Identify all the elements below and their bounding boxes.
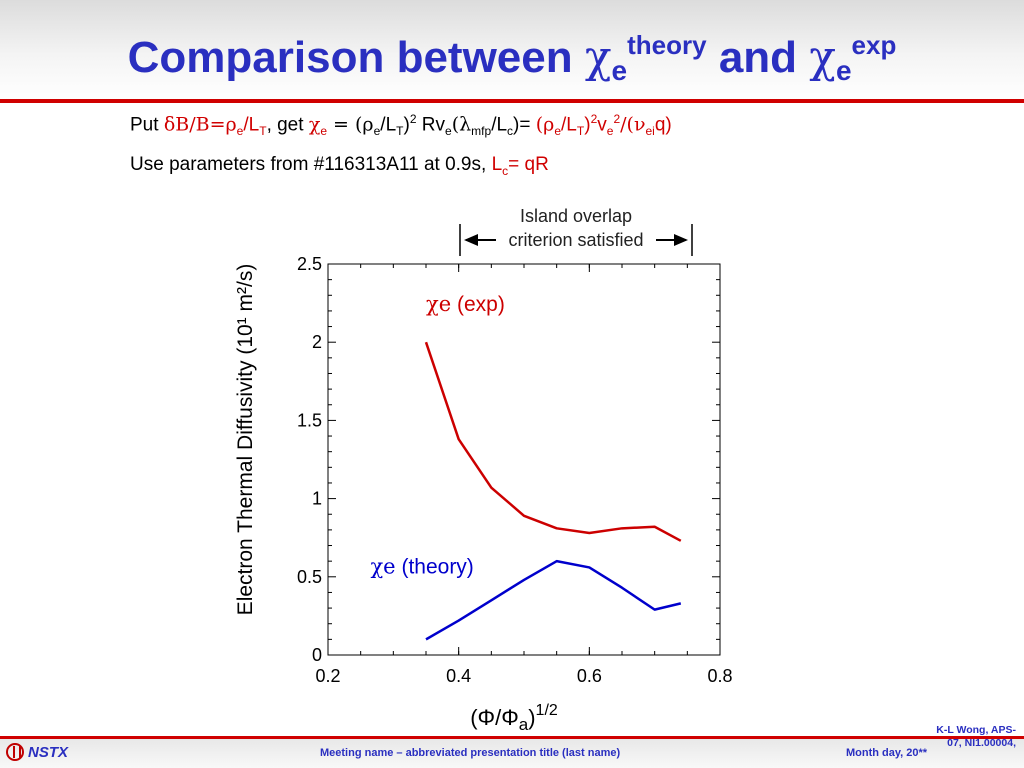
title-text: Comparison between bbox=[127, 33, 573, 82]
title-sup-exp: exp bbox=[851, 30, 897, 60]
title-rule bbox=[0, 99, 1024, 103]
put-text: Put bbox=[130, 114, 164, 136]
red-qr: = qR bbox=[508, 154, 549, 175]
x-label-sub: a bbox=[519, 715, 529, 734]
footer-reference: K-L Wong, APS-07, NI1.00004, bbox=[936, 724, 1016, 749]
sub-t-3: T bbox=[576, 124, 585, 139]
sub-e-2: e bbox=[320, 124, 328, 139]
chi-symbol: χ bbox=[308, 113, 321, 136]
x-label-sup: 1/2 bbox=[536, 702, 558, 719]
series-layer bbox=[424, 341, 682, 641]
y-tick-label: 2 bbox=[312, 332, 322, 352]
sub-t-1: T bbox=[259, 124, 267, 139]
sup-2-b: 2 bbox=[590, 112, 598, 126]
sub-e-1: e bbox=[236, 124, 244, 139]
exp-chi: χe bbox=[426, 292, 451, 316]
annotation-text: Island overlap criterion satisfied bbox=[508, 206, 644, 250]
annotation-left-arrowhead bbox=[464, 234, 478, 246]
title-sub-e-2: e bbox=[835, 55, 852, 86]
sub-e-6: e bbox=[606, 124, 614, 139]
params-text: Use parameters from #116313A11 at 0.9s, bbox=[130, 154, 492, 175]
sub-ei: ei bbox=[645, 124, 655, 139]
nstx-logo-icon bbox=[6, 743, 24, 761]
sup-2-c: 2 bbox=[613, 112, 621, 126]
close-eq: )= bbox=[513, 114, 536, 136]
y-tick-label: 0 bbox=[312, 645, 322, 665]
sup-2-a: 2 bbox=[409, 112, 417, 126]
nstx-logo-text: NSTX bbox=[28, 743, 69, 761]
equation-line-1: Put δB/B=ρe/LT, get χe = (ρe/LT)2 Rve(λm… bbox=[130, 112, 672, 138]
series-line-1 bbox=[425, 559, 682, 641]
get-text: , get bbox=[266, 114, 309, 136]
chart-background bbox=[226, 196, 746, 744]
slide-title: Comparison between χetheory and χeexp bbox=[0, 30, 1024, 87]
equals-rho: = (ρ bbox=[327, 113, 374, 136]
axis-ticks: 0.2 0.4 0.6 0.8 0 0.5 1 1.5 2 2.5 bbox=[297, 254, 733, 686]
title-chi-1: χ bbox=[584, 32, 612, 83]
sub-c-2: c bbox=[502, 163, 509, 178]
red-slash-l: /L bbox=[561, 114, 577, 136]
y-tick-label: 0.5 bbox=[297, 567, 322, 587]
exp-text: (exp) bbox=[457, 293, 505, 316]
x-label-prefix: (Φ/Φ bbox=[470, 705, 519, 730]
title-sub-e-1: e bbox=[611, 55, 628, 86]
title-and: and bbox=[718, 33, 798, 82]
red-close: ) bbox=[584, 114, 591, 136]
y-tick-label: 1.5 bbox=[297, 410, 322, 430]
series-label-theory: χe (theory) bbox=[370, 555, 473, 579]
red-q: q) bbox=[654, 114, 672, 136]
theory-chi: χe bbox=[370, 555, 395, 579]
footer-band bbox=[0, 739, 1024, 768]
red-rho: (ρ bbox=[535, 113, 555, 136]
annotation-text-box: Island overlap criterion satisfied bbox=[508, 206, 644, 250]
footer-rule bbox=[0, 736, 1024, 739]
close-paren: ) bbox=[403, 114, 410, 136]
title-band bbox=[0, 0, 1024, 100]
diffusivity-chart: 0.2 0.4 0.6 0.8 0 0.5 1 1.5 2 2.5 Island overlap … bbox=[226, 196, 746, 744]
island-overlap-annotation: Island overlap criterion satisfied bbox=[459, 206, 693, 256]
x-tick-label: 0.6 bbox=[577, 666, 602, 686]
lambda-text: (λ bbox=[451, 113, 472, 136]
slash-l-2: /L bbox=[380, 114, 397, 136]
annotation-right-arrowhead bbox=[674, 234, 688, 246]
nstx-logo: NSTX bbox=[6, 743, 68, 761]
sub-mfp: mfp bbox=[471, 124, 492, 139]
sub-c: c bbox=[507, 124, 514, 139]
series-line-0 bbox=[424, 341, 682, 542]
footer-date: Month day, 20** bbox=[846, 747, 928, 759]
red-l: L bbox=[491, 154, 503, 175]
sub-e-3: e bbox=[373, 124, 381, 139]
x-tick-label: 0.4 bbox=[446, 666, 471, 686]
slash-l-1: /L bbox=[243, 114, 260, 136]
theory-text: (theory) bbox=[401, 556, 473, 579]
footer-meeting: Meeting name – abbreviated presentation … bbox=[320, 747, 621, 759]
slash-lc: /L bbox=[491, 114, 508, 136]
sub-e-5: e bbox=[554, 124, 562, 139]
equation-line-2: Use parameters from #116313A11 at 0.9s, … bbox=[130, 154, 549, 178]
delta-b-ratio: δB/B=ρ bbox=[163, 113, 237, 136]
y-axis-label: Electron Thermal Diffusivity (10¹ m²/s) bbox=[234, 264, 257, 616]
x-label-suffix: ) bbox=[528, 705, 535, 730]
title-sup-theory: theory bbox=[627, 30, 707, 60]
x-tick-label: 0.8 bbox=[707, 666, 732, 686]
rv-text: Rv bbox=[416, 114, 446, 136]
sub-t-2: T bbox=[396, 124, 404, 139]
sub-e-4: e bbox=[445, 124, 452, 139]
y-tick-label: 2.5 bbox=[297, 254, 322, 274]
red-nu: /(ν bbox=[620, 113, 646, 136]
x-axis-label: (Φ/Φa)1/2 bbox=[470, 702, 558, 734]
title-chi-2: χ bbox=[809, 32, 836, 83]
y-tick-label: 1 bbox=[312, 489, 322, 509]
red-v: v bbox=[597, 114, 607, 136]
x-tick-label: 0.2 bbox=[315, 666, 340, 686]
series-label-exp: χe (exp) bbox=[426, 292, 505, 316]
